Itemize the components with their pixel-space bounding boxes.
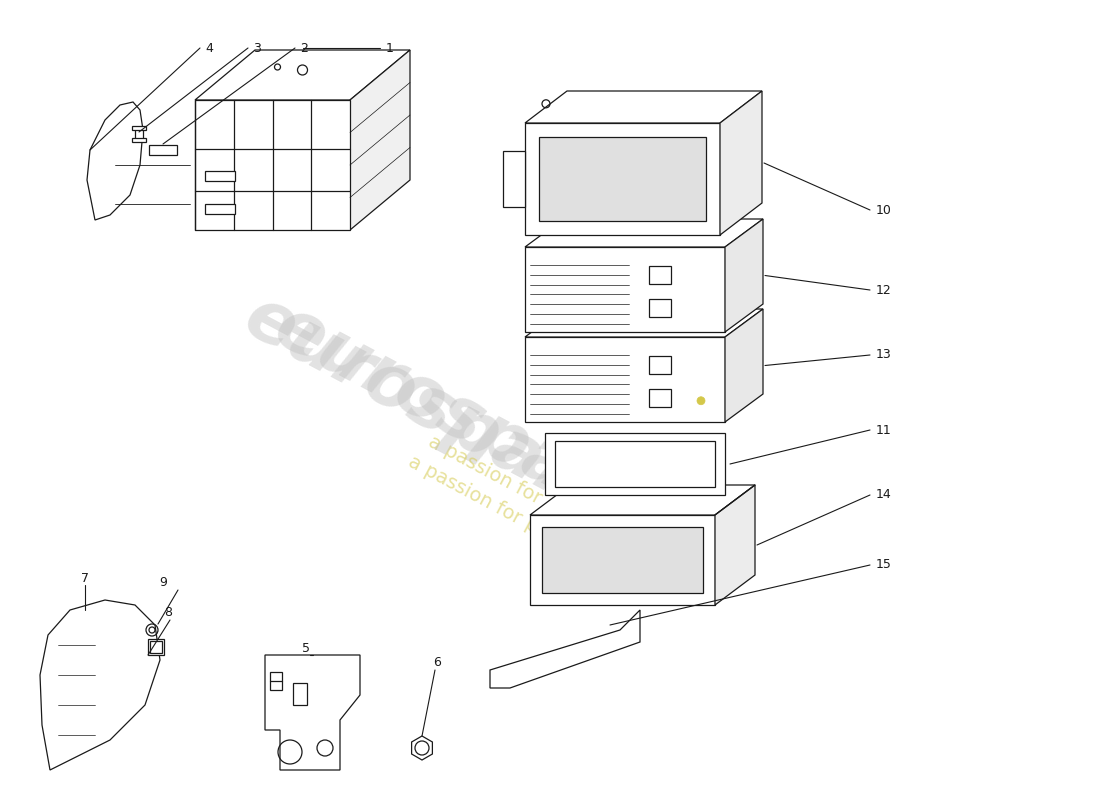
Bar [544,433,725,495]
Text: 3: 3 [253,42,261,54]
Bar [539,137,706,221]
Bar [649,357,671,374]
Text: 9: 9 [160,575,167,589]
Bar [525,123,720,235]
Text: 11: 11 [876,423,892,437]
Polygon shape [265,655,360,770]
Polygon shape [503,151,525,207]
Polygon shape [720,91,762,235]
Text: 15: 15 [876,558,892,571]
Polygon shape [411,736,432,760]
Text: 7: 7 [81,571,89,585]
Polygon shape [715,485,755,605]
Circle shape [148,627,155,633]
Polygon shape [725,219,763,332]
Bar [530,515,715,605]
Text: 6: 6 [433,655,441,669]
Bar [132,138,146,142]
Bar [542,527,703,593]
Circle shape [697,397,705,405]
Text: 2: 2 [300,42,308,54]
Bar [132,126,146,130]
Text: 10: 10 [876,203,892,217]
Bar [649,389,671,406]
Bar [148,639,164,655]
Polygon shape [525,91,762,123]
Text: a passion for parts since 1985: a passion for parts since 1985 [426,432,694,588]
Bar [525,337,725,422]
Text: eurospares: eurospares [232,282,668,558]
Text: 1: 1 [386,42,394,54]
Bar [556,441,715,487]
Polygon shape [525,219,763,247]
Text: 4: 4 [205,42,213,54]
Text: 8: 8 [164,606,172,618]
Bar [148,145,177,155]
Polygon shape [40,600,159,770]
Bar [649,298,671,317]
Text: 13: 13 [876,349,892,362]
Polygon shape [525,309,763,337]
Text: a passion for parts since 1985: a passion for parts since 1985 [406,452,674,608]
Bar [205,204,235,214]
Bar [270,672,282,690]
Text: 5: 5 [302,642,310,654]
Polygon shape [725,309,763,422]
Bar [150,641,162,653]
Polygon shape [87,102,143,220]
Polygon shape [350,50,410,230]
Polygon shape [195,50,410,100]
Bar [649,266,671,284]
Text: eurospares: eurospares [262,292,697,568]
Bar [293,683,307,705]
Bar [525,247,725,332]
Bar [205,170,235,181]
Text: 12: 12 [876,283,892,297]
Text: 14: 14 [876,489,892,502]
Polygon shape [530,485,755,515]
Bar [135,128,143,140]
Polygon shape [490,610,640,688]
Bar [195,100,350,230]
